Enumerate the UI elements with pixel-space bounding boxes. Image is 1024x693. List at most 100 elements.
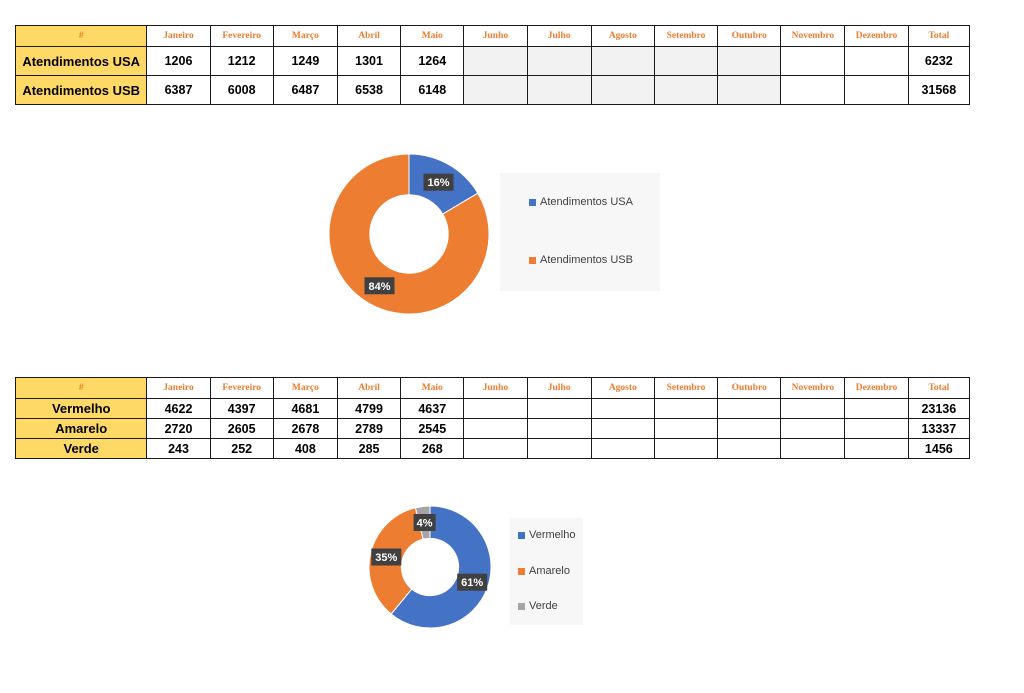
data-label-text: 35% — [375, 552, 397, 564]
legend-label: Verde — [529, 600, 558, 612]
data-label-text: 61% — [461, 577, 483, 589]
value-cell: 6148 — [400, 75, 465, 105]
total-cell: 1456 — [907, 438, 971, 459]
data-label: 61% — [457, 573, 488, 591]
month-header: Junho — [463, 25, 528, 47]
table-cores: # Janeiro Fevereiro Março Abril Maio Jun… — [14, 377, 971, 459]
legend-label: Atendimentos USA — [540, 196, 633, 208]
month-header: Julho — [526, 377, 592, 399]
value-cell: 4622 — [146, 398, 211, 419]
value-cell — [463, 418, 528, 439]
row-label: Amarelo — [14, 418, 148, 439]
value-cell: 4637 — [400, 398, 465, 419]
value-cell — [653, 75, 719, 105]
value-cell — [780, 418, 846, 439]
data-label-box — [364, 277, 395, 295]
month-header: Novembro — [780, 377, 846, 399]
table-atendimentos: # Janeiro Fevereiro Março Abril Maio Jun… — [14, 25, 971, 105]
donut-chart-atendimentos: 16% 84% — [328, 153, 490, 315]
value-cell — [653, 46, 719, 76]
value-cell — [780, 398, 846, 419]
month-header: Março — [272, 25, 338, 47]
month-header: Janeiro — [146, 25, 211, 47]
month-header: Julho — [526, 25, 592, 47]
value-cell — [717, 75, 782, 105]
row-label: Verde — [14, 438, 148, 459]
value-cell — [526, 75, 592, 105]
legend-item: Amarelo — [518, 565, 570, 577]
table-header-row: # Janeiro Fevereiro Março Abril Maio Jun… — [14, 25, 971, 47]
total-cell: 31568 — [907, 75, 971, 105]
value-cell — [463, 398, 528, 419]
value-cell: 1264 — [400, 46, 465, 76]
month-header: Agosto — [590, 377, 655, 399]
value-cell — [780, 46, 846, 76]
month-header: Fevereiro — [209, 25, 274, 47]
value-cell — [780, 75, 846, 105]
value-cell — [717, 46, 782, 76]
value-cell — [717, 418, 782, 439]
value-cell: 243 — [146, 438, 211, 459]
month-header: Outubro — [717, 25, 782, 47]
value-cell: 2678 — [272, 418, 338, 439]
table-row: Vermelho 4622 4397 4681 4799 4637 23136 — [14, 398, 971, 419]
row-label: Vermelho — [14, 398, 148, 419]
total-cell: 13337 — [907, 418, 971, 439]
month-header: Junho — [463, 377, 528, 399]
table-row: Atendimentos USA 1206 1212 1249 1301 126… — [14, 46, 971, 76]
value-cell: 2789 — [336, 418, 402, 439]
value-cell — [463, 75, 528, 105]
month-header: Março — [272, 377, 338, 399]
value-cell — [653, 418, 719, 439]
value-cell — [590, 418, 655, 439]
table-header-row: # Janeiro Fevereiro Março Abril Maio Jun… — [14, 377, 971, 399]
data-label-text: 16% — [427, 177, 449, 189]
value-cell — [844, 398, 909, 419]
value-cell: 2545 — [400, 418, 465, 439]
row-label: Atendimentos USA — [14, 46, 148, 76]
legend-label: Vermelho — [529, 529, 576, 541]
data-label-box — [371, 548, 402, 566]
legend-swatch — [518, 567, 525, 575]
value-cell — [653, 438, 719, 459]
data-label: 16% — [423, 173, 454, 191]
value-cell: 4799 — [336, 398, 402, 419]
value-cell — [780, 438, 846, 459]
value-cell — [526, 438, 592, 459]
value-cell — [844, 438, 909, 459]
legend-swatch — [529, 256, 536, 264]
month-header: Setembro — [653, 377, 719, 399]
total-header: Total — [907, 25, 971, 47]
data-label: 35% — [371, 548, 402, 566]
value-cell — [653, 398, 719, 419]
value-cell — [590, 75, 655, 105]
month-header: Dezembro — [844, 25, 909, 47]
legend-item: Atendimentos USB — [529, 254, 633, 266]
legend-item: Atendimentos USA — [529, 196, 633, 208]
table-row: Verde 243 252 408 285 268 1456 — [14, 438, 971, 459]
data-label: 4% — [413, 513, 436, 531]
legend-swatch — [518, 531, 525, 539]
total-header: Total — [907, 377, 971, 399]
month-header: Maio — [400, 377, 465, 399]
value-cell — [590, 398, 655, 419]
value-cell: 1212 — [209, 46, 274, 76]
legend-item: Vermelho — [518, 529, 575, 541]
data-label-text: 4% — [417, 517, 433, 529]
value-cell: 2720 — [146, 418, 211, 439]
value-cell — [526, 398, 592, 419]
donut-chart-cores: 61% 35% 4% — [368, 505, 492, 629]
value-cell — [844, 75, 909, 105]
value-cell — [844, 46, 909, 76]
legend-atendimentos: Atendimentos USA Atendimentos USB — [500, 173, 660, 291]
value-cell — [717, 438, 782, 459]
value-cell — [844, 418, 909, 439]
data-label-box — [457, 573, 488, 591]
month-header: Dezembro — [844, 377, 909, 399]
legend-item: Verde — [518, 600, 558, 612]
legend-label: Atendimentos USB — [540, 254, 633, 266]
donut-slice-vermelho — [390, 505, 492, 629]
value-cell — [717, 398, 782, 419]
month-header: Janeiro — [146, 377, 211, 399]
value-cell: 6487 — [272, 75, 338, 105]
